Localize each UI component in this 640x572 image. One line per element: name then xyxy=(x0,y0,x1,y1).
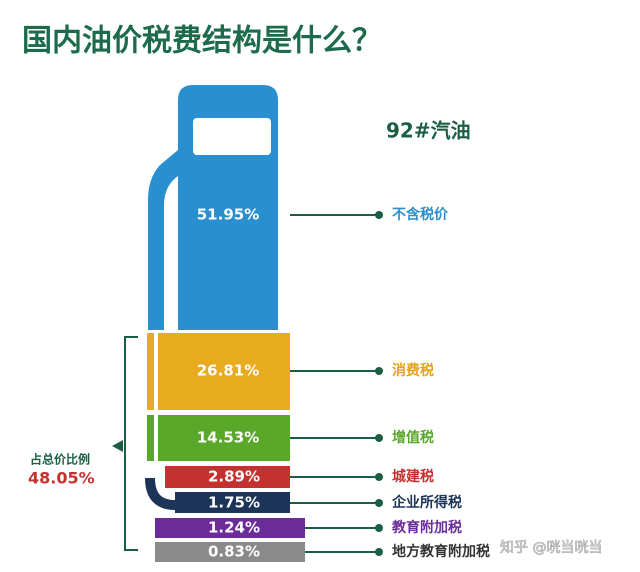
share-value: 48.05% xyxy=(28,469,95,488)
value: 1.24% xyxy=(208,519,260,537)
leaders xyxy=(290,211,383,556)
watermark: 知乎 @咣当咣当 xyxy=(500,539,602,556)
subtitle: 92#汽油 xyxy=(386,119,471,143)
value: 26.81% xyxy=(197,362,259,380)
title: 国内油价税费结构是什么？ xyxy=(22,24,382,59)
share-label: 占总价比例 xyxy=(30,452,90,467)
label: 消费税 xyxy=(392,362,434,379)
pump xyxy=(145,85,305,562)
label: 增值税 xyxy=(392,429,434,446)
value: 0.83% xyxy=(208,543,260,561)
label: 教育附加税 xyxy=(392,519,462,536)
value: 51.95% xyxy=(197,206,259,224)
value: 14.53% xyxy=(197,429,259,447)
label: 企业所得税 xyxy=(391,494,462,511)
label: 不含税价 xyxy=(392,206,449,223)
label: 城建税 xyxy=(392,468,434,485)
values: 51.95% 26.81% 14.53% 2.89% 1.75% 1.24% 0… xyxy=(197,206,260,561)
value: 1.75% xyxy=(208,494,260,512)
value: 2.89% xyxy=(208,468,260,486)
label: 地方教育附加税 xyxy=(392,543,490,560)
bracket xyxy=(112,336,138,551)
labels: 不含税价 消费税 增值税 城建税 企业所得税 教育附加税 地方教育附加税 xyxy=(391,206,490,560)
